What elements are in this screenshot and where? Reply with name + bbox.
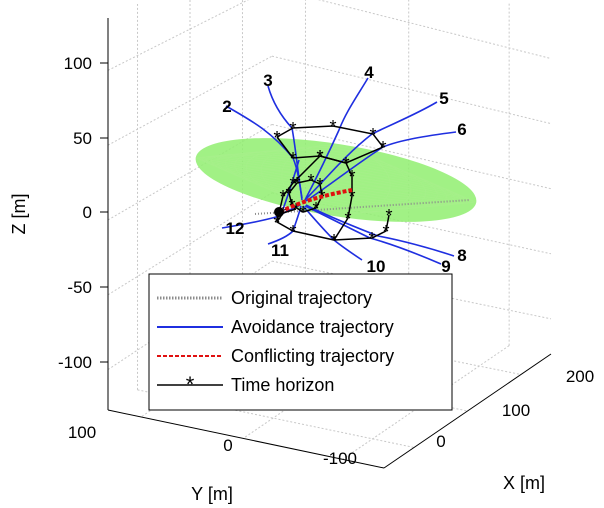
horizon-star: *: [273, 128, 280, 148]
horizon-ring-outer-top: [276, 125, 385, 164]
grid-line-z: [107, 260, 273, 371]
horizon-star: *: [293, 174, 300, 194]
ellipsoid-band: [202, 155, 470, 205]
trajectory-label: 6: [457, 120, 466, 139]
horizon-star: *: [330, 231, 337, 251]
horizon-star: *: [316, 175, 323, 195]
legend: Original trajectory Avoidance trajectory…: [148, 273, 453, 411]
horizon-star: *: [385, 206, 392, 226]
trajectory-label: 8: [457, 246, 466, 265]
horizon-star: *: [289, 119, 296, 139]
ellipsoid-band: [281, 145, 391, 215]
horizon-star: *: [289, 222, 296, 242]
horizon-star: *: [289, 174, 296, 194]
horizon-star: *: [312, 199, 319, 219]
z-axis-label: Z [m]: [9, 194, 29, 235]
x-tick-label: 0: [436, 432, 445, 451]
grid-line-z: [107, 0, 249, 71]
horizon-star: *: [316, 147, 323, 167]
ellipsoid-band: [225, 151, 447, 209]
y-tick-label: -100: [323, 449, 357, 468]
horizon-star: *: [292, 200, 299, 220]
trajectory-labels: 2 3 4 56 89 10 11 12: [222, 63, 466, 276]
horizon-star: *: [348, 167, 355, 187]
ellipsoid-band: [199, 156, 473, 204]
axis-line: [107, 409, 385, 469]
horizon-star: *: [379, 138, 386, 158]
horizon-star: *: [342, 154, 349, 174]
horizon-ring-inner: [288, 179, 323, 213]
horizon-star: *: [307, 171, 314, 191]
axis-box: [107, 18, 552, 469]
legend-label-conflicting: Conflicting trajectory: [231, 346, 394, 366]
ellipsoid-band: [217, 152, 455, 208]
horizon-star: *: [273, 128, 280, 148]
grid-line-z: [107, 192, 273, 296]
trajectory-label: 11: [271, 241, 289, 260]
trajectory-label: 12: [226, 219, 245, 238]
ellipsoid-band: [234, 149, 438, 211]
horizon-star: *: [316, 147, 323, 167]
y-axis-label: Y [m]: [191, 484, 233, 504]
avoidance-line: [304, 77, 369, 201]
grid-line-y: [242, 317, 522, 376]
horizon-star: *: [344, 209, 351, 229]
legend-label-horizon: Time horizon: [231, 375, 334, 395]
x-tick-label: 200: [566, 367, 594, 386]
horizon-star: *: [330, 231, 337, 251]
ellipsoid-band: [195, 157, 477, 203]
y-tick-label: 0: [223, 436, 232, 455]
grid-line-z: [271, 192, 552, 255]
trajectory-label: 9: [441, 257, 450, 276]
horizon-star: *: [293, 174, 300, 194]
trajectory-label: 5: [439, 89, 448, 108]
z-tick-label: 50: [73, 129, 92, 148]
horizon-star: *: [369, 125, 376, 145]
z-tick-label: 100: [64, 54, 92, 73]
tick-labels: 100 50 0 -50 -100 100 0 -100 0 100 200: [58, 54, 594, 468]
conflicting-trajectory-line: [279, 188, 353, 214]
x-tick-label: 100: [502, 401, 530, 420]
trajectory-label: 4: [364, 63, 374, 82]
avoidance-line: [281, 159, 300, 213]
ellipsoid-band: [245, 148, 427, 212]
ellipsoid-band: [211, 153, 461, 207]
horizon-star: *: [273, 213, 280, 233]
y-tick-label: 100: [68, 423, 96, 442]
grid-line-z: [271, 260, 552, 320]
horizon-star: *: [273, 213, 280, 233]
conflict-start-marker: [274, 207, 284, 217]
horizon-star: *: [329, 117, 336, 137]
trajectory-label: 10: [367, 257, 386, 276]
z-tick-label: -100: [58, 353, 92, 372]
conflicting-trajectory: [274, 188, 353, 217]
axis-line: [383, 353, 552, 469]
horizon-star: *: [279, 187, 286, 207]
avoidance-line: [305, 204, 455, 257]
horizon-star: *: [368, 229, 375, 249]
legend-label-original: Original trajectory: [231, 288, 372, 308]
trajectory-label: 3: [263, 71, 272, 90]
horizon-star: *: [382, 222, 389, 242]
horizon-star: *: [348, 187, 355, 207]
x-axis-label: X [m]: [503, 473, 545, 493]
horizon-ring-outer-bottom: [333, 214, 390, 241]
trajectory-label: 2: [222, 97, 231, 116]
avoidance-line: [221, 204, 301, 229]
ellipsoid-band: [260, 146, 412, 214]
horizon-star: *: [289, 149, 296, 169]
ellipsoid-band: [197, 156, 475, 204]
horizon-star: *: [285, 184, 292, 204]
z-tick-label: -50: [67, 278, 92, 297]
legend-label-avoidance: Avoidance trajectory: [231, 317, 394, 337]
horizon-star: *: [299, 203, 306, 223]
grid-line-y: [137, 389, 415, 448]
legend-swatch-horizon-star: *: [186, 372, 195, 397]
z-tick-label: 0: [83, 203, 92, 222]
